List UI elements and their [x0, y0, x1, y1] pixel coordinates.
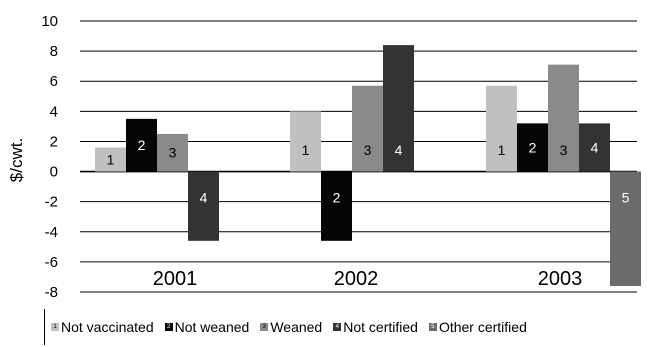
category-label: 2003 — [538, 268, 583, 290]
bar — [579, 123, 610, 172]
y-tick-label: 6 — [50, 73, 58, 90]
bar — [383, 45, 414, 172]
bar — [610, 171, 641, 286]
bar — [352, 85, 383, 172]
bar-number-label: 4 — [200, 190, 208, 206]
bar-number-label: 4 — [591, 139, 599, 155]
legend-label: Other certified — [438, 319, 527, 335]
bar-number-label: 1 — [498, 142, 506, 158]
y-tick-label: -6 — [45, 254, 58, 271]
category-labels: 2001 2002 2003 — [153, 268, 583, 290]
legend-label: Not certified — [343, 319, 418, 335]
category-label: 2001 — [153, 268, 198, 290]
y-tick-label: -2 — [45, 194, 58, 211]
legend-swatch: 4 — [333, 323, 342, 331]
legend-label: Not vaccinated — [61, 319, 154, 335]
bar — [548, 64, 579, 172]
bar-chart: 10 8 6 4 2 0 -2 -4 -6 -8 $/cwt. 1 2 3 4 1 2 3 4 1 2 3 4 5 200… — [7, 13, 641, 301]
bar — [188, 171, 219, 241]
y-axis-ticks: 10 8 6 4 2 0 -2 -4 -6 -8 — [41, 13, 58, 301]
bar-number-label: 2 — [138, 137, 146, 153]
y-tick-label: 0 — [50, 164, 58, 181]
bar — [321, 171, 352, 241]
bar-number-label: 3 — [169, 145, 177, 161]
category-label: 2002 — [334, 268, 379, 290]
legend-label: Weaned — [270, 319, 323, 335]
bar-number-label: 5 — [622, 190, 630, 206]
bar-number-label: 2 — [529, 139, 537, 155]
bar-number-label: 3 — [364, 142, 372, 158]
legend-label: Not weaned — [174, 319, 250, 335]
y-tick-label: -4 — [45, 224, 58, 241]
y-tick-label: -8 — [45, 284, 58, 301]
bar — [157, 133, 188, 172]
legend-swatch: 3 — [260, 323, 269, 331]
legend: 1 Not vaccinated 2 Not weaned 3 Weaned 4 Not ce… — [44, 309, 538, 345]
y-tick-label: 2 — [50, 133, 58, 150]
legend-item: 2 Not weaned — [164, 319, 250, 335]
y-tick-label: 4 — [50, 103, 58, 120]
bar — [95, 147, 126, 172]
bar-number-label: 4 — [395, 142, 403, 158]
legend-swatch: 5 — [428, 323, 437, 331]
bar — [290, 111, 321, 172]
legend-item: 1 Not vaccinated — [51, 319, 154, 335]
bar — [126, 118, 157, 172]
bar-number-label: 1 — [302, 142, 310, 158]
bar — [517, 123, 548, 172]
legend-item: 4 Not certified — [333, 319, 418, 335]
y-tick-label: 10 — [41, 13, 58, 30]
legend-swatch: 1 — [51, 323, 59, 331]
legend-item: 5 Other certified — [428, 319, 527, 335]
y-tick-label: 8 — [50, 43, 58, 60]
bar-number-label: 3 — [560, 142, 568, 158]
bar-number-label: 2 — [333, 190, 341, 206]
y-axis-label: $/cwt. — [7, 138, 26, 182]
legend-swatch: 2 — [164, 323, 173, 331]
bar-number-label: 1 — [107, 152, 115, 168]
bars: 1 2 3 4 1 2 3 4 1 2 3 4 5 — [95, 45, 641, 286]
legend-item: 3 Weaned — [260, 319, 322, 335]
bar — [486, 85, 517, 172]
